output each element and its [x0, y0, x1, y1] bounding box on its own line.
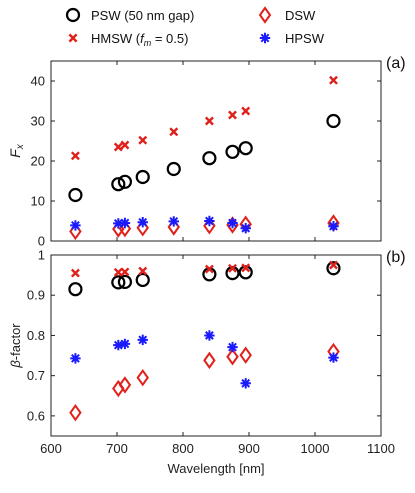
y-tick-label-b-0: 0.6 [27, 408, 45, 423]
point-a-hpsw-2 [119, 217, 131, 229]
point-b-hpsw-6 [240, 378, 251, 389]
point-b-psw-1 [111, 275, 126, 290]
point-a-hmsw-7 [241, 106, 251, 116]
point-b-hpsw-1 [113, 339, 124, 351]
point-b-hmsw-2 [120, 267, 130, 277]
point-b-psw-3 [135, 272, 150, 288]
point-a-psw-3 [135, 169, 150, 185]
point-b-psw-2 [117, 274, 133, 290]
point-b-hpsw-4 [204, 330, 215, 341]
y-tick-label-a-3: 30 [31, 114, 45, 129]
y-tick-label-a-1: 10 [31, 194, 45, 209]
point-b-hmsw-5 [228, 263, 237, 273]
point-a-hpsw-5 [204, 215, 215, 227]
point-b-hmsw-4 [204, 264, 214, 274]
point-a-hmsw-1 [113, 142, 123, 152]
x-axis-label: Wavelength [nm] [167, 461, 264, 476]
legend-marker-hmsw [68, 33, 78, 43]
point-b-psw-0 [68, 282, 83, 297]
panel-a: 0 10 20 30 40 Fx (a) [7, 55, 406, 249]
point-b-hpsw-7 [328, 352, 339, 363]
x-tick-label-b-0: 600 [40, 441, 62, 456]
point-b-hpsw-5 [227, 341, 238, 353]
point-b-hpsw-3 [137, 334, 148, 346]
panel-tag-b: (b) [386, 249, 406, 266]
legend-label-hpsw: HPSW [285, 31, 325, 46]
x-tick-label-b-2: 800 [172, 441, 194, 456]
point-a-hmsw-4 [169, 127, 179, 137]
point-a-hmsw-8 [329, 75, 338, 85]
point-b-dsw-2 [118, 376, 132, 394]
point-a-hpsw-3 [137, 217, 148, 228]
point-b-hpsw-0 [70, 353, 81, 364]
legend-marker-dsw [258, 6, 272, 24]
y-tick-label-a-2: 20 [31, 154, 45, 169]
legend-label-hmsw: HMSW (fm = 0.5) [91, 31, 188, 48]
point-a-hpsw-1 [113, 218, 124, 229]
y-tick-label-b-1: 0.7 [27, 368, 45, 383]
y-tick-label-a-0: 0 [38, 234, 45, 249]
point-b-hmsw-3 [138, 266, 148, 276]
legend-label-dsw: DSW [285, 8, 316, 23]
series-b-hpsw [70, 330, 339, 389]
legend-label-psw: PSW (50 nm gap) [91, 8, 194, 23]
point-a-hpsw-6 [227, 217, 238, 229]
point-b-dsw-3 [136, 368, 149, 387]
point-b-hmsw-0 [70, 268, 80, 278]
point-a-hpsw-0 [70, 220, 81, 231]
series-a-hmsw [70, 75, 338, 161]
point-a-hpsw-4 [168, 216, 179, 227]
y-tick-label-b-2: 0.8 [27, 328, 45, 343]
point-b-hmsw-7 [329, 260, 338, 270]
point-a-hmsw-0 [70, 151, 80, 161]
point-a-psw-2 [117, 174, 133, 189]
legend-marker-hpsw [259, 32, 271, 44]
plot-area-a [50, 60, 382, 242]
x-tick-label-b-3: 900 [238, 441, 260, 456]
x-tick-label-b-4: 1000 [301, 441, 330, 456]
point-a-psw-5 [202, 151, 217, 166]
point-a-psw-6 [225, 144, 240, 159]
point-a-psw-0 [68, 187, 83, 203]
series-b-hmsw [70, 260, 338, 278]
point-a-hmsw-6 [228, 110, 237, 120]
x-tick-label-b-1: 700 [106, 441, 128, 456]
point-b-hpsw-2 [119, 338, 131, 350]
point-a-hmsw-5 [204, 116, 214, 126]
legend: PSW (50 nm gap) DSW HMSW (fm = 0.5) HPSW [65, 6, 325, 48]
point-a-hpsw-8 [328, 221, 339, 232]
plot-area-b [50, 254, 382, 437]
y-tick-label-a-4: 40 [31, 74, 45, 89]
point-a-psw-7 [238, 141, 253, 156]
point-b-psw-7 [326, 261, 341, 276]
panel-tag-a: (a) [386, 55, 406, 72]
point-a-hmsw-2 [120, 140, 130, 150]
panel-b: 600 700 800 900 1000 1100 0.6 0.7 0.8 0.9 1 β-facto… [8, 248, 406, 477]
x-tick-label-b-5: 1100 [367, 441, 395, 456]
series-a-hpsw [70, 215, 339, 234]
series-a-psw [68, 113, 341, 203]
y-axis-label-b: β-factor [8, 323, 23, 369]
y-axis-label-a: Fx [7, 143, 26, 158]
y-tick-label-b-4: 1 [38, 248, 45, 263]
point-b-hmsw-6 [241, 263, 251, 273]
legend-marker-psw [65, 7, 81, 23]
point-a-psw-4 [166, 161, 181, 177]
series-b-psw [68, 261, 341, 297]
point-b-dsw-0 [69, 403, 82, 422]
point-b-dsw-6 [239, 346, 252, 364]
point-a-hmsw-3 [138, 135, 148, 145]
point-a-psw-1 [111, 177, 126, 192]
point-a-hpsw-7 [240, 223, 251, 234]
point-b-dsw-5 [226, 348, 239, 366]
point-b-dsw-4 [203, 351, 216, 370]
point-a-psw-8 [326, 113, 341, 129]
y-tick-label-b-3: 0.9 [27, 288, 45, 303]
